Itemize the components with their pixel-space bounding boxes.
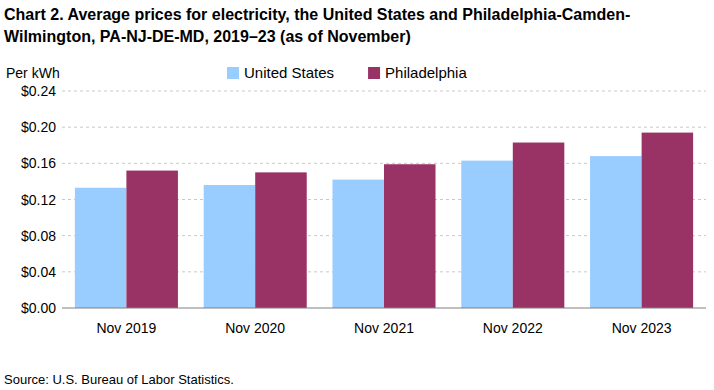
bar xyxy=(461,161,513,308)
chart: Chart 2. Average prices for electricity,… xyxy=(0,0,714,390)
bar xyxy=(75,188,127,308)
y-tick-label: $0.12 xyxy=(21,192,56,208)
x-tick-label: Nov 2023 xyxy=(612,320,672,336)
bar xyxy=(255,172,307,308)
bars xyxy=(75,133,693,308)
source: Source: U.S. Bureau of Labor Statistics. xyxy=(4,372,234,387)
x-tick-label: Nov 2022 xyxy=(483,320,543,336)
bar xyxy=(384,164,436,308)
x-tick-label: Nov 2021 xyxy=(354,320,414,336)
y-axis-label: Per kWh xyxy=(6,65,60,81)
grid-line xyxy=(62,127,706,128)
bar xyxy=(642,133,694,308)
x-tick-label: Nov 2020 xyxy=(225,320,285,336)
x-axis-line xyxy=(62,308,706,309)
legend: United States Philadelphia xyxy=(227,64,467,81)
y-tick-label: $0.00 xyxy=(21,300,56,316)
legend-label: Philadelphia xyxy=(385,64,467,81)
legend-swatch xyxy=(368,67,380,79)
grid-line xyxy=(62,91,706,92)
bar xyxy=(126,171,178,308)
legend-swatch xyxy=(227,67,239,79)
x-tick-label: Nov 2019 xyxy=(96,320,156,336)
y-tick-label: $0.24 xyxy=(21,83,56,99)
title: Chart 2. Average prices for electricity,… xyxy=(4,6,630,45)
bar xyxy=(590,156,642,308)
y-tick-label: $0.16 xyxy=(21,155,56,171)
bar xyxy=(204,185,256,308)
y-tick-label: $0.20 xyxy=(21,119,56,135)
bar xyxy=(332,180,384,308)
legend-label: United States xyxy=(244,64,334,81)
y-tick-label: $0.04 xyxy=(21,264,56,280)
y-tick-label: $0.08 xyxy=(21,228,56,244)
bar xyxy=(513,143,565,308)
